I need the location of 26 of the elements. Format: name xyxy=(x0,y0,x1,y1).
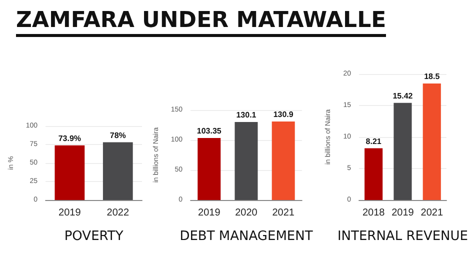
x-axis-title: POVERTY xyxy=(64,229,124,244)
data-label: 130.1 xyxy=(236,110,257,120)
x-axis-title: INTERNAL REVENUE xyxy=(337,229,468,244)
data-label: 103.35 xyxy=(196,126,222,136)
x-tick-label: 2019 xyxy=(58,208,82,218)
x-tick-label: 2020 xyxy=(235,208,258,218)
text: ZAMFARA UNDER MATAWALLE xyxy=(16,8,386,37)
bar xyxy=(394,102,412,200)
x-tick-label: 2021 xyxy=(420,208,444,218)
data-label: 73.9% xyxy=(58,134,82,143)
x-tick-label: 2021 xyxy=(272,208,295,218)
x-tick-label: 2019 xyxy=(198,208,221,218)
data-label: 130.9 xyxy=(273,110,294,119)
x-axis-title: DEBT MANAGEMENT xyxy=(180,229,313,244)
data-label: 8.21 xyxy=(366,136,382,146)
x-tick-label: 2018 xyxy=(362,208,386,218)
bar xyxy=(234,122,258,200)
data-label: 18.5 xyxy=(424,72,440,81)
bar xyxy=(422,83,441,200)
data-label: 78% xyxy=(110,130,126,140)
bar xyxy=(272,121,295,200)
data-label: 15.42 xyxy=(392,91,414,100)
bar xyxy=(198,138,221,200)
x-tick-label: 2019 xyxy=(392,208,414,218)
x-tick-label: 2022 xyxy=(106,208,130,218)
bar xyxy=(364,148,383,200)
